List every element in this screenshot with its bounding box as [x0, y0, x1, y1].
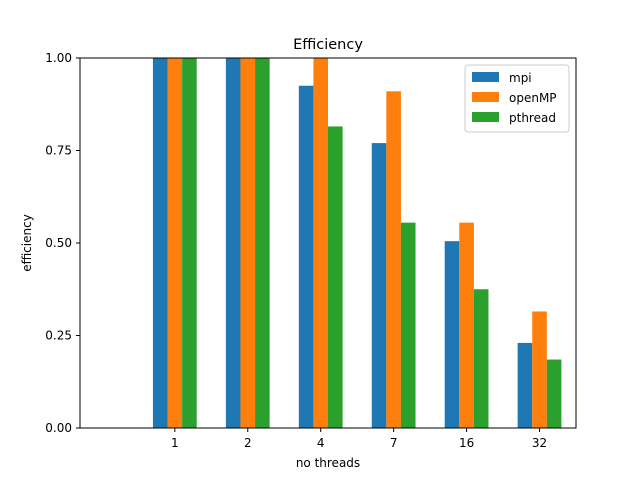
bar-pthread-2 — [255, 58, 270, 428]
x-tick-label: 1 — [171, 436, 179, 450]
bar-openMP-16 — [459, 222, 474, 428]
x-axis-label: no threads — [296, 456, 360, 470]
bar-mpi-16 — [444, 241, 460, 428]
y-tick-label: 0.50 — [45, 236, 72, 250]
legend-label-pthread: pthread — [509, 111, 556, 125]
bar-mpi-2 — [225, 58, 241, 428]
y-axis: 0.00 0.25 0.50 0.75 1.00 — [45, 51, 80, 435]
y-tick-label: 0.75 — [45, 144, 72, 158]
legend-swatch-pthread — [472, 112, 499, 122]
bar-openMP-2 — [240, 58, 256, 428]
legend-swatch-openMP — [472, 92, 499, 102]
legend: mpi openMP pthread — [464, 64, 570, 133]
x-tick-label: 7 — [390, 436, 398, 450]
legend-label-mpi: mpi — [509, 71, 532, 85]
y-tick-label: 1.00 — [45, 51, 72, 65]
bar-mpi-7 — [371, 143, 387, 428]
x-tick-label: 4 — [317, 436, 325, 450]
bar-mpi-1 — [152, 58, 168, 428]
legend-swatch-mpi — [472, 72, 499, 82]
bar-openMP-7 — [386, 91, 401, 429]
x-tick-label: 32 — [532, 436, 547, 450]
x-axis: 1 2 4 7 16 32 — [171, 428, 547, 450]
bars-group — [152, 58, 562, 429]
bar-pthread-1 — [182, 58, 197, 428]
bar-openMP-32 — [532, 311, 547, 428]
y-axis-label: efficiency — [20, 214, 34, 272]
bar-pthread-4 — [328, 126, 343, 428]
bar-pthread-32 — [546, 359, 562, 428]
y-tick-label: 0.00 — [45, 421, 72, 435]
chart-title: Efficiency — [293, 37, 363, 53]
bar-mpi-4 — [298, 85, 314, 428]
x-tick-label: 2 — [244, 436, 252, 450]
bar-mpi-32 — [517, 342, 533, 428]
bar-openMP-1 — [167, 58, 183, 428]
y-tick-label: 0.25 — [45, 329, 72, 343]
bar-openMP-4 — [313, 58, 328, 428]
legend-label-openMP: openMP — [509, 91, 557, 105]
x-tick-label: 16 — [459, 436, 474, 450]
bar-pthread-16 — [473, 289, 489, 428]
bar-pthread-7 — [400, 222, 416, 428]
